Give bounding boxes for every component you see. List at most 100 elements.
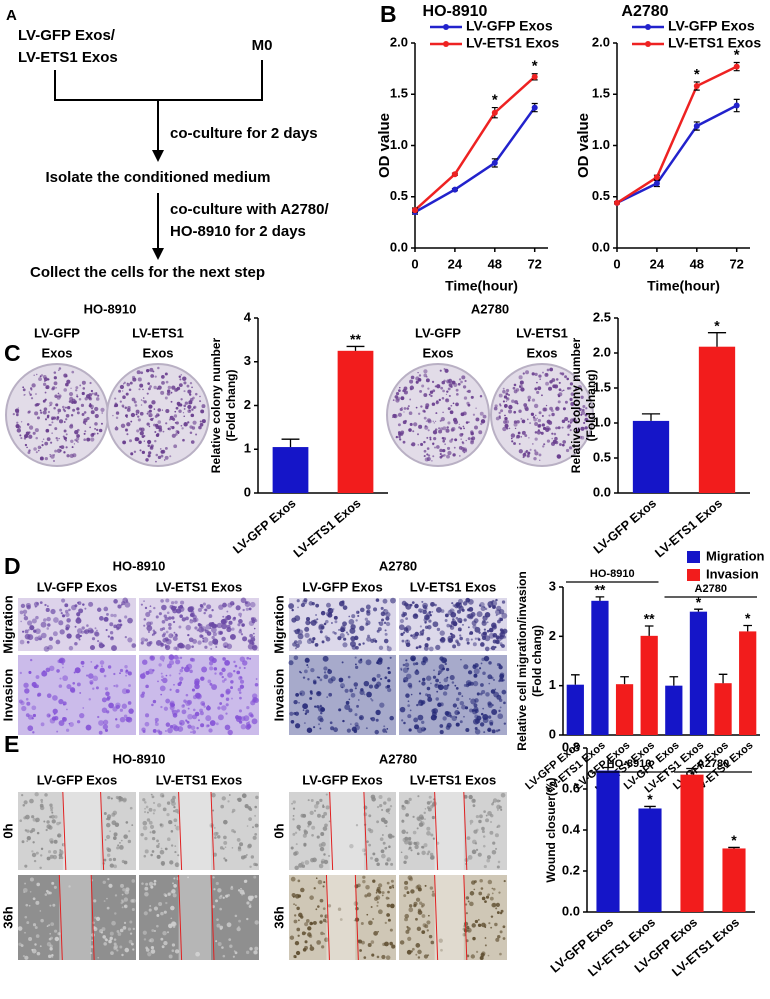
cell	[168, 616, 172, 620]
colony	[180, 398, 183, 401]
colony	[173, 444, 178, 449]
cell	[492, 632, 498, 638]
cell	[103, 719, 109, 725]
colony	[511, 399, 515, 403]
cell	[483, 864, 487, 869]
cell	[227, 672, 233, 678]
cell	[212, 876, 215, 879]
colony	[161, 381, 165, 385]
cell	[139, 673, 146, 679]
cell	[163, 910, 167, 914]
colony	[397, 412, 403, 417]
legend-swatch	[687, 569, 700, 581]
colony	[55, 403, 59, 407]
colony	[28, 434, 33, 439]
colony	[480, 422, 483, 426]
cell	[472, 664, 475, 666]
cell	[435, 644, 441, 651]
wound-gap	[434, 792, 464, 870]
colony	[513, 422, 518, 427]
cell	[169, 700, 175, 706]
colony	[149, 385, 152, 388]
cell	[365, 885, 370, 890]
colony	[44, 441, 49, 446]
cell	[172, 795, 176, 800]
cell	[202, 640, 205, 643]
cell	[164, 894, 168, 898]
cell	[53, 617, 59, 623]
cell	[238, 612, 242, 617]
cell	[320, 860, 324, 864]
cell	[290, 846, 294, 850]
cell	[25, 814, 30, 820]
colony	[546, 419, 551, 424]
cell	[22, 630, 25, 633]
colony	[41, 440, 44, 443]
cell	[48, 636, 54, 641]
colony	[175, 421, 179, 425]
cell	[80, 630, 85, 634]
colony	[154, 431, 157, 434]
cell	[364, 894, 368, 898]
colony	[89, 426, 92, 429]
cell	[152, 812, 155, 815]
cell	[51, 819, 56, 824]
cell	[435, 697, 439, 701]
cell	[39, 945, 42, 948]
cell	[316, 835, 320, 839]
cell	[162, 632, 167, 636]
cell	[21, 793, 24, 797]
cell	[224, 724, 231, 731]
cell	[254, 823, 259, 828]
colony	[153, 408, 156, 410]
cell	[324, 937, 329, 943]
cell	[152, 699, 157, 704]
cell	[467, 682, 472, 687]
cell	[382, 609, 389, 615]
cell	[113, 685, 116, 687]
cell	[304, 626, 310, 632]
colony	[155, 433, 160, 438]
colony	[566, 377, 570, 381]
cell	[150, 853, 153, 857]
cell	[377, 657, 383, 663]
cell	[222, 657, 227, 662]
cell	[153, 882, 157, 886]
cell	[121, 906, 124, 909]
cell	[124, 635, 127, 639]
cell	[400, 632, 404, 637]
cell	[481, 830, 485, 834]
cell	[333, 615, 338, 620]
cell	[225, 697, 230, 702]
cell	[472, 839, 477, 845]
cell	[101, 665, 103, 668]
cell	[29, 877, 34, 882]
cell	[323, 666, 328, 671]
cell	[491, 624, 497, 630]
colony	[19, 434, 22, 437]
significance: *	[745, 610, 751, 626]
cell	[152, 632, 156, 636]
colony	[392, 399, 395, 401]
cell	[147, 952, 152, 957]
colony	[504, 423, 509, 428]
colony	[138, 427, 142, 431]
cell	[179, 676, 184, 681]
cell	[104, 728, 109, 732]
cell	[318, 863, 324, 869]
colony	[154, 414, 158, 418]
cell	[406, 667, 410, 670]
colony	[26, 423, 30, 426]
cell	[164, 847, 168, 851]
cell	[198, 626, 204, 633]
colony	[76, 407, 80, 411]
legend-label: LV-GFP Exos	[466, 18, 553, 34]
y-tick-label: 0.2	[562, 862, 580, 877]
colony	[536, 430, 541, 435]
colony	[450, 404, 453, 407]
colony	[148, 451, 152, 455]
colony	[461, 433, 464, 436]
colony	[440, 386, 444, 390]
cell	[31, 717, 34, 720]
colony	[438, 429, 443, 434]
